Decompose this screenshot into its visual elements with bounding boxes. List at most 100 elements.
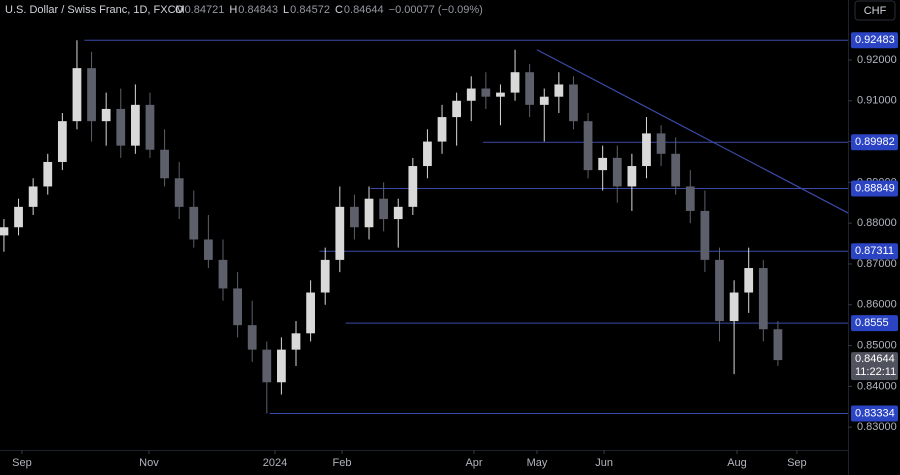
candle-body: [335, 206, 345, 260]
ohlc-legend: O 0.84721 H 0.84843 L 0.84572 C 0.84644 −0.00077…: [175, 4, 483, 16]
candle-body: [437, 117, 447, 142]
candle-body: [87, 68, 96, 122]
candle-body: [379, 198, 389, 220]
candle-body: [539, 96, 549, 105]
candle-body: [174, 178, 184, 207]
currency-button[interactable]: [854, 0, 896, 21]
x-tick-label: Feb: [333, 457, 352, 469]
level-label: 0.88849: [855, 182, 895, 194]
candle-body: [0, 227, 9, 236]
level-label-box: [851, 405, 898, 422]
candle-body: [758, 268, 768, 330]
level-label-box: [851, 243, 898, 260]
candle-body: [466, 88, 476, 101]
candle-body: [320, 259, 330, 293]
candle-body: [57, 121, 67, 162]
level-label: 0.89982: [855, 136, 895, 148]
legend-key: H: [229, 4, 237, 16]
candle-body: [715, 259, 724, 322]
chart-title: U.S. Dollar / Swiss Franc, 1D, FXCM: [5, 4, 185, 16]
legend-value: 0.84843: [238, 4, 278, 16]
candle-body: [627, 166, 637, 187]
level-label-box: [851, 32, 898, 49]
candle-body: [116, 108, 126, 146]
level-label: 0.87311: [855, 245, 894, 257]
level-label-box: [851, 134, 898, 151]
candle-body: [481, 88, 491, 97]
candle-body: [525, 72, 535, 105]
candle-body: [189, 206, 199, 240]
trendline: [536, 49, 849, 214]
candle-body: [130, 104, 140, 146]
legend-key: O: [175, 4, 184, 16]
candle-body: [306, 292, 315, 334]
candle-body: [350, 206, 359, 228]
x-tick-label: Sep: [787, 457, 807, 469]
level-label: 0.92483: [855, 34, 895, 46]
currency-label[interactable]: CHF: [864, 5, 887, 17]
candle-body: [773, 329, 783, 361]
x-tick-label: Apr: [465, 457, 482, 469]
candle-body: [101, 108, 111, 122]
candle-body: [452, 100, 462, 118]
last-price-label: 0.84644: [855, 353, 895, 365]
y-tick-label: 0.85000: [857, 339, 897, 351]
candle-body: [43, 161, 53, 187]
x-tick-label: Nov: [139, 457, 159, 469]
candle-body: [656, 133, 666, 154]
candle-body: [496, 92, 505, 97]
candle-body: [218, 259, 228, 289]
legend-key: C: [335, 4, 343, 16]
candle-body: [685, 186, 695, 211]
candle-body: [583, 121, 593, 171]
level-label: 0.83334: [855, 407, 895, 419]
level-label: 0.8555: [855, 317, 889, 329]
y-tick-label: 0.86000: [857, 299, 897, 311]
plot-area: [0, 39, 849, 415]
x-tick-label: Sep: [12, 457, 32, 469]
candle-body: [744, 268, 754, 293]
candle-body: [14, 206, 23, 228]
legend-key: L: [283, 4, 289, 16]
candle-body: [233, 288, 242, 326]
candle-body: [671, 153, 681, 187]
candle-body: [510, 72, 520, 93]
candle-body: [598, 157, 608, 171]
countdown-label: 11:22:11: [855, 366, 896, 378]
candle-body: [291, 333, 301, 350]
x-tick-label: 2024: [263, 457, 287, 469]
candle-body: [554, 84, 564, 97]
last-price-box: [851, 352, 898, 381]
y-tick-label: 0.84000: [857, 380, 897, 392]
candle-body: [262, 349, 272, 383]
y-tick-label: 0.83000: [857, 421, 897, 433]
candle-body: [28, 186, 38, 207]
candle-body: [277, 349, 286, 383]
y-tick-label: 0.88000: [857, 217, 897, 229]
candle-body: [729, 292, 739, 322]
x-tick-label: Jun: [595, 457, 613, 469]
candle-body: [612, 157, 622, 187]
candle-body: [700, 210, 710, 260]
legend-change: −0.00077 (−0.09%): [389, 4, 483, 16]
level-label-box: [851, 315, 898, 332]
candle-body: [247, 325, 257, 350]
candle-body: [408, 166, 418, 207]
x-tick-label: Aug: [727, 457, 747, 469]
y-tick-label: 0.87000: [857, 258, 897, 270]
candle-body: [423, 141, 432, 167]
candle-body: [145, 104, 155, 150]
y-tick-label: 0.91000: [857, 95, 897, 107]
candle-body: [393, 206, 403, 220]
candle-body: [204, 239, 213, 260]
legend-value: 0.84572: [290, 4, 330, 16]
candle-body: [160, 149, 169, 179]
legend-value: 0.84644: [344, 4, 384, 16]
level-label-box: [851, 180, 898, 197]
candle-body: [72, 68, 82, 122]
legend-value: 0.84721: [185, 4, 225, 16]
y-tick-label: 0.92000: [857, 54, 897, 66]
candle-body: [364, 198, 374, 228]
